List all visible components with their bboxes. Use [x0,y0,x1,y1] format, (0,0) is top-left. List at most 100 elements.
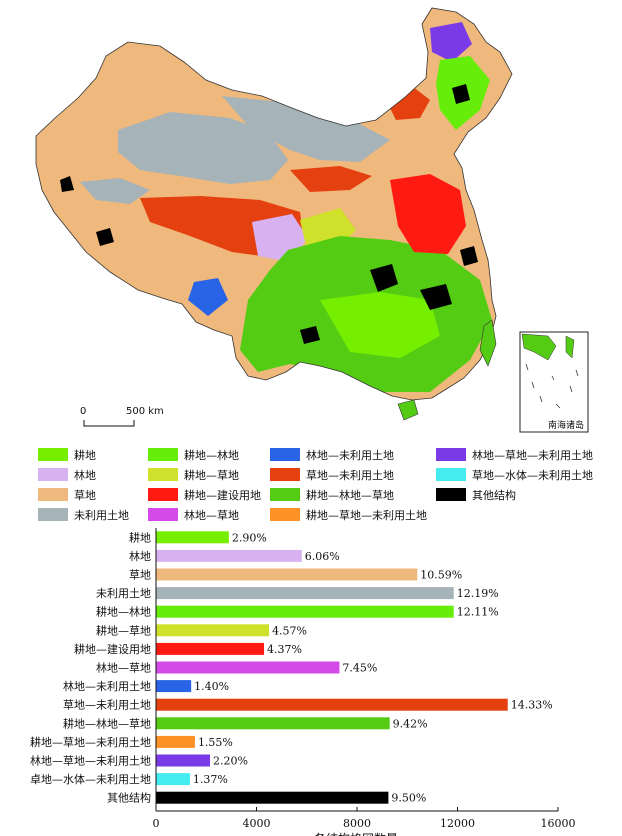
legend-swatch [436,448,466,461]
legend-label: 草地—未利用土地 [306,468,394,482]
bar [156,791,389,804]
bar [156,717,390,730]
legend-swatch [148,468,178,481]
category-label: 林地—草地 [96,661,151,675]
data-label: 2.20% [213,755,248,768]
category-label: 耕地—建设用地 [74,642,151,656]
category-label: 林地—未利用土地 [63,679,151,693]
legend-label: 其他结构 [472,488,516,502]
category-label: 草地—未利用土地 [63,699,151,712]
legend-swatch [38,508,68,521]
data-label: 1.40% [194,680,229,693]
data-label: 4.57% [272,624,307,637]
legend-swatch [436,468,466,481]
bar [156,773,190,786]
legend-item: 林地 [38,466,96,483]
data-label: 14.33% [511,699,553,712]
bar [156,754,211,767]
legend-label: 耕地—草地 [184,468,239,482]
x-tick-label: 8000 [343,817,371,830]
legend-swatch [436,488,466,501]
x-tick-label: 4000 [243,817,271,830]
legend-swatch [38,448,68,461]
x-tick-label: 16000 [541,817,576,830]
legend-label: 林地—未利用土地 [306,448,394,462]
bar [156,698,508,711]
bar [156,531,229,544]
category-label: 其他结构 [107,791,151,805]
legend-label: 耕地 [74,448,96,462]
category-label: 耕地—林地—草地 [63,716,151,730]
legend-item: 其他结构 [436,486,516,503]
legend-swatch [38,468,68,481]
bar [156,587,454,600]
map-legend: 耕地林地草地未利用土地 耕地—林地耕地—草地耕地—建设用地 林地—草地 林地—未利用土… [38,446,622,526]
category-label: 林地—草地—未利用土地 [30,754,151,768]
legend-item: 耕地 [38,446,96,463]
taiwan-island [479,319,497,367]
legend-item: 未利用土地 [38,506,129,523]
legend-label: 耕地—建设用地 [184,488,261,502]
data-label: 7.45% [342,662,377,675]
data-label: 9.42% [393,717,428,730]
bar [156,624,270,637]
data-label: 10.59% [420,569,462,582]
legend-item: 草地—水体—未利用土地 [436,466,593,483]
legend-item: 耕地—草地—未利用土地 [270,506,427,523]
legend-item: 林地—草地 [148,506,239,523]
legend-label: 林地—草地—未利用土地 [472,448,593,462]
data-label: 1.37% [193,773,228,786]
scale-distance-label: 500 km [126,406,164,417]
x-tick-label: 0 [153,817,160,830]
legend-swatch [270,468,300,481]
legend-item: 耕地—草地 [148,466,239,483]
legend-item: 耕地—林地—草地 [270,486,394,503]
hainan-island [397,399,419,421]
x-axis-title: 各结构格网数量 [314,831,398,836]
bar [156,680,192,693]
legend-swatch [38,488,68,501]
legend-item: 草地—未利用土地 [270,466,394,483]
legend-label: 耕地—林地—草地 [306,488,394,502]
legend-label: 耕地—草地—未利用土地 [306,508,427,522]
legend-item: 林地—未利用土地 [270,446,394,463]
data-label: 6.06% [305,550,340,563]
inset-label: 南海诸岛 [548,419,584,431]
x-tick-label: 12000 [440,817,475,830]
legend-item: 草地 [38,486,96,503]
legend-swatch [148,488,178,501]
legend-label: 草地 [74,488,96,502]
bar-chart: 耕地 2.90% 林地 6.06% 草地 10.59% 未利用土地 12.19% 耕地—林地 12… [30,528,576,836]
legend-swatch [270,488,300,501]
bar [156,642,265,655]
category-label: 草地 [129,569,151,582]
category-label: 耕地 [129,530,151,544]
legend-swatch [270,448,300,461]
legend-label: 林地—草地 [184,508,239,522]
land-use-map: 南海诸岛 0 500 km [35,7,589,433]
legend-swatch [148,508,178,521]
category-label: 未利用土地 [96,587,151,600]
data-label: 9.50% [391,792,426,805]
category-label: 耕地—林地 [96,605,151,619]
legend-item: 林地—草地—未利用土地 [436,446,593,463]
bar [156,661,340,674]
bar [156,605,454,618]
category-label: 耕地—草地—未利用土地 [30,735,151,749]
bar [156,568,418,581]
legend-swatch [270,508,300,521]
category-label: 耕地—草地 [96,623,151,637]
south-china-sea-inset: 南海诸岛 [519,331,589,433]
bar [156,549,302,562]
category-label: 卓地—水体—未利用土地 [30,772,151,786]
legend-swatch [148,448,178,461]
legend-label: 草地—水体—未利用土地 [472,468,593,482]
data-label: 12.19% [457,587,499,600]
legend-label: 未利用土地 [74,508,129,522]
legend-label: 林地 [74,468,96,482]
scale-bar: 0 500 km [80,406,164,427]
legend-item: 耕地—建设用地 [148,486,261,503]
category-label: 林地 [129,549,151,563]
legend-item: 耕地—林地 [148,446,239,463]
scale-zero-label: 0 [80,406,86,417]
